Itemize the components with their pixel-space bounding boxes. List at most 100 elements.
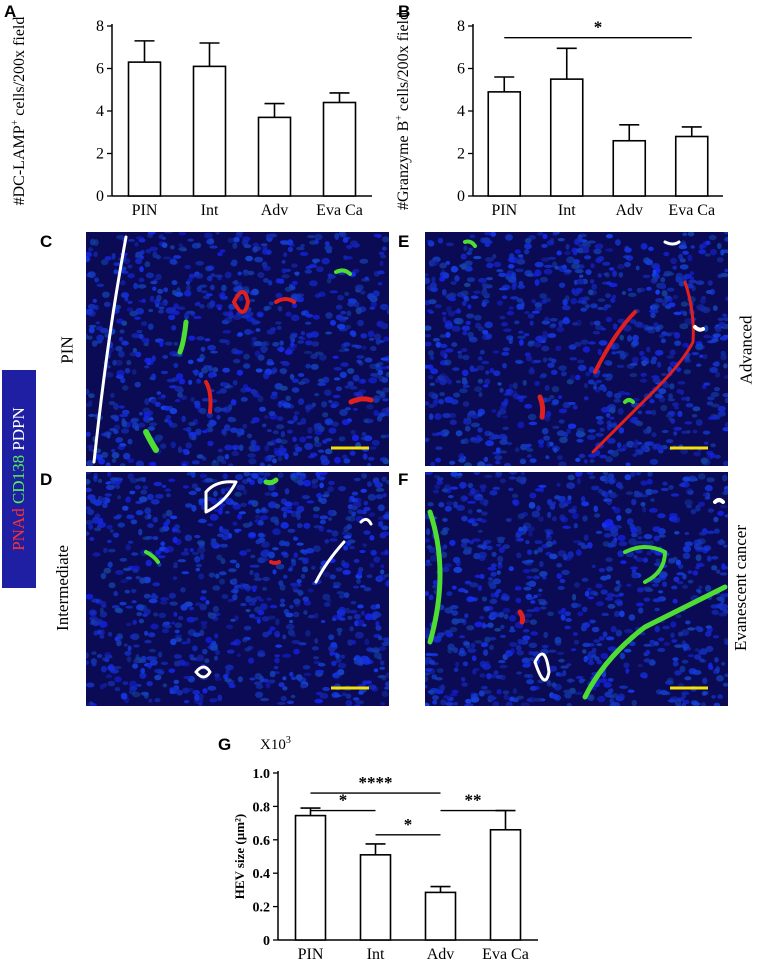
cd138-cells: [334, 268, 352, 276]
label-pin: PIN: [57, 336, 77, 364]
cd138-cells: [143, 429, 159, 453]
label-evanescent-cancer: Evanescent cancer: [731, 525, 750, 651]
x-tick-label: PIN: [491, 202, 517, 219]
cd138-cells: [263, 477, 279, 486]
significance-label: *: [594, 18, 603, 37]
nuclei-layer: [86, 232, 389, 466]
y-tick-label: 1.0: [253, 767, 271, 782]
x-tick-label: Adv: [261, 202, 289, 219]
y-tick-label: 4: [457, 103, 465, 120]
y-tick-label: 0: [457, 188, 465, 205]
micrograph-intermediate: [86, 472, 389, 706]
x-tick-label: Adv: [615, 202, 643, 219]
cd138-cells: [177, 319, 189, 355]
panel-letter-b: B: [398, 2, 411, 21]
y-tick-label: 0.8: [253, 800, 271, 815]
chart-a: 0 2 4 6 8 PIN Int Adv Eva Ca #DC-LAMP+ cells/200x…: [10, 17, 372, 219]
y-tick-label: 6: [96, 61, 104, 78]
micrograph-image: [86, 232, 389, 466]
panel-letter-a: A: [4, 2, 17, 21]
bar: [674, 135, 709, 197]
y-axis-label: #DC-LAMP+ cells/200x field: [10, 17, 28, 206]
panel-letter-c: C: [40, 232, 53, 251]
legend-pnad: PNAd: [9, 508, 28, 551]
panel-letter-f: F: [398, 470, 409, 489]
x-tick-label: Eva Ca: [482, 946, 529, 963]
bar: [424, 891, 457, 941]
cd138-cells: [463, 239, 477, 248]
pnad-hev: [537, 394, 546, 420]
label-advanced: Advanced: [736, 315, 756, 385]
y-tick-label: 8: [96, 18, 104, 35]
bar: [257, 116, 292, 197]
significance-label: ****: [359, 773, 393, 792]
pdpn-vessel: [92, 235, 128, 464]
x-tick-label: PIN: [298, 946, 324, 963]
pnad-hev: [204, 380, 213, 414]
y-axis-label: HEV size (µm²): [232, 814, 247, 900]
pdpn-vessel: [693, 325, 705, 332]
x-tick-label: Eva Ca: [668, 202, 715, 219]
y-tick-label: 4: [96, 103, 104, 120]
pdpn-vessel: [663, 240, 681, 246]
micrograph-image: [86, 472, 389, 706]
x-tick-label: Int: [201, 202, 219, 219]
pdpn-vessel: [359, 517, 373, 526]
pdpn-vessel: [713, 498, 725, 504]
pdpn-vessel: [314, 540, 346, 584]
cd138-cells: [623, 398, 635, 404]
y-tick-label: 0.4: [253, 867, 271, 882]
y-tick-label: 6: [457, 61, 465, 78]
bar: [612, 139, 647, 197]
y-tick-label: 0.6: [253, 834, 271, 849]
bar: [549, 78, 584, 197]
bar: [294, 814, 327, 941]
y-tick-label: 0: [96, 188, 104, 205]
pnad-hev: [593, 310, 637, 374]
y-tick-label: 2: [96, 146, 104, 163]
x-tick-label: PIN: [132, 202, 158, 219]
panel-letter-g: G: [218, 735, 232, 754]
y-tick-label: 2: [457, 146, 465, 163]
nuclei-layer: [86, 472, 389, 706]
pnad-hev: [232, 290, 250, 314]
pnad-hev: [517, 609, 526, 625]
pdpn-vessel: [533, 652, 551, 682]
y-tick-label: 0: [263, 934, 270, 949]
panel-letter-e: E: [398, 232, 410, 251]
pnad-hev: [348, 396, 374, 405]
panel-letter-d: D: [40, 470, 53, 489]
micrograph-pin: [86, 232, 389, 466]
bar: [359, 854, 392, 941]
micrograph-advanced: [425, 232, 728, 466]
bar: [127, 61, 162, 197]
cd138-cells: [427, 509, 443, 645]
micrograph-image: [425, 232, 728, 466]
x-tick-label: Int: [558, 202, 576, 219]
cd138-cells: [144, 550, 160, 564]
pnad-hev: [591, 280, 695, 454]
nuclei-layer: [425, 232, 728, 466]
axis-multiplier: X103: [260, 735, 291, 753]
x-tick-label: Eva Ca: [316, 202, 363, 219]
micrograph-image: [425, 472, 728, 706]
y-axis-label: #Granzyme B+ cells/200x field: [394, 12, 412, 210]
bar: [487, 91, 522, 197]
pdpn-vessel: [194, 665, 212, 679]
nuclei-layer: [425, 472, 728, 706]
y-tick-label: 8: [457, 18, 465, 35]
significance-label: *: [404, 815, 413, 834]
legend-cd138: CD138: [9, 454, 28, 505]
pnad-hev: [274, 297, 296, 304]
bar: [192, 65, 227, 197]
pdpn-vessel: [204, 480, 238, 514]
bar: [322, 101, 357, 197]
label-intermediate: Intermediate: [52, 545, 72, 631]
x-tick-label: Int: [367, 946, 385, 963]
y-tick-label: 0.2: [253, 901, 271, 916]
micrograph-evanescent-cancer: [425, 472, 728, 706]
pnad-hev: [269, 560, 281, 565]
significance-label: **: [465, 791, 482, 810]
legend-pdpn: PDPN: [9, 407, 28, 451]
